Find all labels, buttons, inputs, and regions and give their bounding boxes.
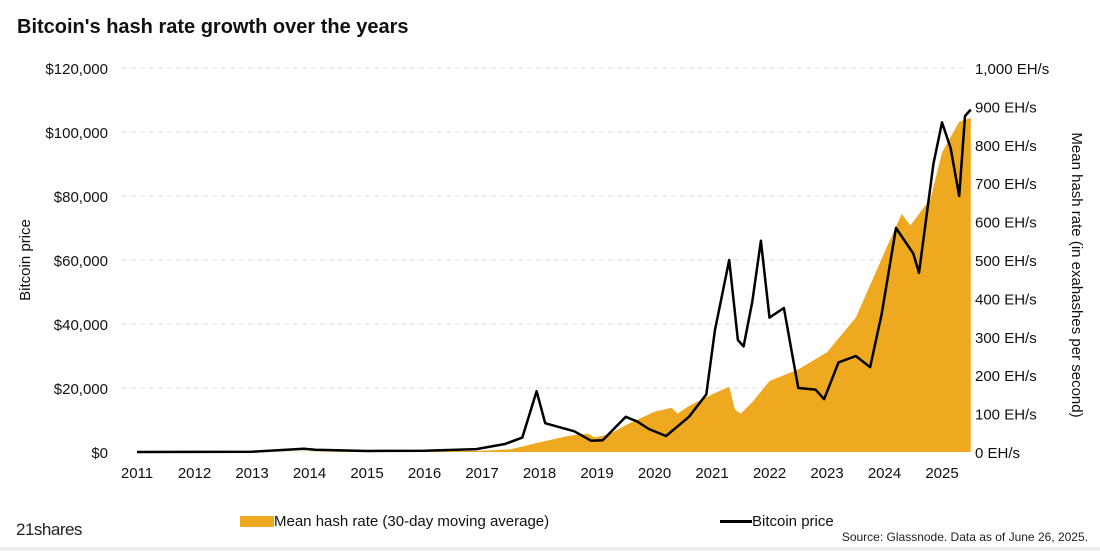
y2-tick-label: 500 EH/s	[975, 253, 1037, 270]
y2-tick-label: 800 EH/s	[975, 138, 1037, 155]
x-tick-label: 2015	[350, 465, 383, 482]
x-tick-label: 2017	[465, 465, 498, 482]
x-tick-label: 2012	[178, 465, 211, 482]
y2-tick-label: 900 EH/s	[975, 99, 1037, 116]
21shares-logo: 21shares	[16, 520, 82, 539]
y2-tick-label: 100 EH/s	[975, 407, 1037, 424]
y-axis-title: Bitcoin price	[17, 219, 34, 301]
legend-item-price: Bitcoin price	[720, 513, 834, 530]
x-tick-label: 2025	[925, 465, 958, 482]
y2-tick-label: 600 EH/s	[975, 215, 1037, 232]
x-tick-label: 2022	[753, 465, 786, 482]
chart-plot: $0 $20,000 $40,000 $60,000 $80,000 $100,000 $1…	[17, 61, 1085, 482]
x-tick-label: 2014	[293, 465, 326, 482]
y-tick-label: $60,000	[54, 253, 108, 270]
legend-label-hash-rate: Mean hash rate (30-day moving average)	[274, 513, 550, 530]
x-tick-label: 2021	[695, 465, 728, 482]
y2-tick-label: 200 EH/s	[975, 368, 1037, 385]
legend-item-hash-rate: Mean hash rate (30-day moving average)	[240, 513, 549, 530]
y2-tick-label: 0 EH/s	[975, 445, 1020, 462]
y-tick-label: $120,000	[45, 61, 108, 78]
y-tick-label: $100,000	[45, 125, 108, 142]
legend-swatch-hash-rate	[240, 516, 274, 527]
source-note: Source: Glassnode. Data as of June 26, 2…	[841, 530, 1088, 544]
hash-rate-area	[137, 117, 971, 453]
x-tick-label: 2011	[121, 465, 153, 482]
x-tick-label: 2019	[580, 465, 613, 482]
y-tick-label: $40,000	[54, 317, 108, 334]
legend-swatch-price	[720, 520, 752, 523]
chart-title: Bitcoin's hash rate growth over the year…	[17, 16, 409, 38]
y2-tick-label: 700 EH/s	[975, 176, 1037, 193]
y-tick-label: $0	[91, 445, 108, 462]
x-tick-label: 2020	[638, 465, 671, 482]
x-tick-label: 2018	[523, 465, 556, 482]
divider	[0, 547, 1100, 551]
y-tick-label: $20,000	[54, 381, 108, 398]
y2-axis-title: Mean hash rate (in exahashes per second)	[1068, 132, 1085, 417]
y-tick-label: $80,000	[54, 189, 108, 206]
legend-label-price: Bitcoin price	[752, 513, 834, 530]
y2-tick-label: 1,000 EH/s	[975, 61, 1049, 78]
y2-tick-label: 300 EH/s	[975, 330, 1037, 347]
x-tick-label: 2024	[868, 465, 901, 482]
x-tick-label: 2016	[408, 465, 441, 482]
y2-tick-label: 400 EH/s	[975, 291, 1037, 308]
x-tick-label: 2013	[235, 465, 268, 482]
x-tick-label: 2023	[810, 465, 843, 482]
